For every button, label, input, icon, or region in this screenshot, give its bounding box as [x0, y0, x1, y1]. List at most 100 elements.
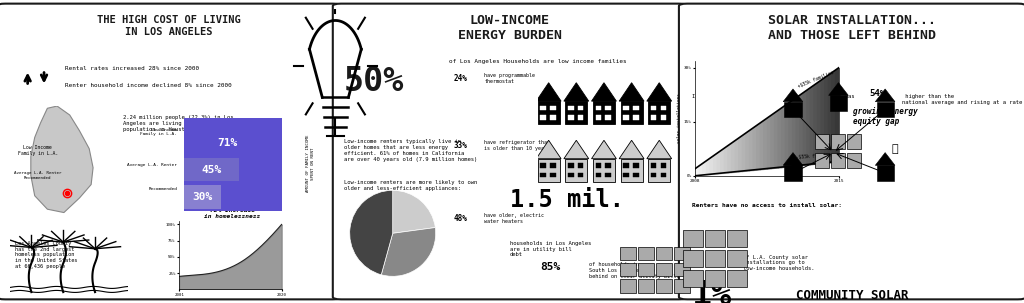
Bar [831, 153, 845, 168]
Bar [538, 159, 560, 182]
Bar [633, 172, 639, 177]
Bar [660, 115, 667, 120]
Bar [660, 106, 667, 110]
Bar [683, 270, 702, 287]
Bar [565, 159, 588, 182]
Bar [674, 263, 690, 276]
Bar [847, 134, 860, 149]
Bar [624, 163, 629, 168]
Polygon shape [783, 89, 803, 102]
Bar [815, 134, 828, 149]
Text: growing energy
equity gap: growing energy equity gap [853, 107, 918, 126]
Bar [550, 106, 556, 110]
Text: Low-income renters are more likely to own
older and less-efficient appliances:: Low-income renters are more likely to ow… [344, 180, 477, 191]
Bar [184, 131, 270, 154]
Bar [568, 163, 573, 168]
Text: Low Income
Family in L.A.: Low Income Family in L.A. [140, 128, 177, 136]
Bar [660, 163, 667, 168]
Polygon shape [592, 83, 616, 101]
Bar [624, 106, 629, 110]
Text: Renters have no access to install solar:: Renters have no access to install solar: [692, 203, 842, 208]
Bar [624, 172, 629, 177]
Bar [784, 102, 802, 117]
Polygon shape [537, 83, 561, 101]
Bar [651, 172, 656, 177]
Bar [705, 230, 725, 247]
Bar [638, 279, 654, 293]
Wedge shape [350, 190, 393, 275]
Bar [656, 247, 672, 260]
Bar [621, 159, 643, 182]
Text: of Los Angeles Households are low income families: of Los Angeles Households are low income… [449, 59, 626, 64]
Bar [674, 247, 690, 260]
Bar [621, 263, 636, 276]
Text: 54%: 54% [869, 89, 886, 98]
Bar [578, 115, 584, 120]
Y-axis label: solar installations: solar installations [677, 93, 681, 143]
Bar [815, 153, 828, 168]
Polygon shape [647, 140, 672, 159]
Bar [568, 172, 573, 177]
Bar [877, 102, 894, 117]
Bar [568, 106, 573, 110]
Bar [550, 172, 556, 177]
Polygon shape [876, 153, 895, 165]
Text: 72% Increase
in homelessness: 72% Increase in homelessness [205, 208, 260, 219]
Bar [593, 159, 615, 182]
Text: 33%: 33% [454, 141, 468, 150]
Bar [541, 115, 546, 120]
Text: of households in
South Los Angeles are
behind on their utility bills: of households in South Los Angeles are b… [589, 262, 680, 279]
Bar [605, 106, 611, 110]
Text: Low-income renters typically live in
older homes that are less energy
efficient.: Low-income renters typically live in old… [344, 139, 477, 162]
Text: higher than the
national average and rising at a rate of 6% annually: higher than the national average and ris… [902, 94, 1024, 105]
Bar [621, 247, 636, 260]
Bar [184, 158, 239, 181]
Text: Recommended: Recommended [148, 187, 177, 191]
Text: 2.24 million people (22.3%) in Los
Angeles are living in poverty - same
populati: 2.24 million people (22.3%) in Los Angel… [123, 115, 240, 132]
FancyBboxPatch shape [679, 4, 1024, 299]
Text: Average L.A. Renter: Average L.A. Renter [127, 163, 177, 167]
Polygon shape [828, 83, 848, 95]
Bar [184, 185, 221, 208]
Bar [578, 163, 584, 168]
Text: households in Los Angeles
are in utility bill
debt: households in Los Angeles are in utility… [510, 241, 591, 258]
Bar [541, 172, 546, 177]
Text: 85%: 85% [541, 262, 561, 272]
Bar [660, 172, 667, 177]
Text: In 2020 the cost of electricity in Los Angeles was: In 2020 the cost of electricity in Los A… [692, 94, 855, 99]
Polygon shape [31, 106, 93, 213]
Bar [705, 250, 725, 267]
Bar [624, 115, 629, 120]
Text: AMOUNT OF FAMILY INCOME
SPENT ON RENT: AMOUNT OF FAMILY INCOME SPENT ON RENT [306, 135, 314, 192]
Bar [648, 101, 671, 124]
Bar [638, 247, 654, 260]
Bar [621, 279, 636, 293]
Bar [877, 165, 894, 181]
Text: SOLAR INSTALLATION...
AND THOSE LEFT BEHIND: SOLAR INSTALLATION... AND THOSE LEFT BEH… [768, 14, 937, 42]
FancyBboxPatch shape [0, 4, 341, 299]
Text: COMMUNITY SOLAR: COMMUNITY SOLAR [797, 289, 908, 302]
Bar [674, 279, 690, 293]
Bar [596, 172, 601, 177]
Bar [633, 106, 639, 110]
Bar [605, 172, 611, 177]
Polygon shape [620, 83, 644, 101]
Polygon shape [564, 140, 589, 159]
Bar [550, 163, 556, 168]
Bar [683, 250, 702, 267]
Bar [596, 163, 601, 168]
Text: Low Income
Family in L.A.: Low Income Family in L.A. [17, 145, 57, 156]
Bar [683, 230, 702, 247]
Text: have refrigerator that
is older than 10 years: have refrigerator that is older than 10 … [484, 140, 550, 151]
Bar [638, 263, 654, 276]
Bar [605, 115, 611, 120]
Bar [568, 115, 573, 120]
Polygon shape [592, 140, 616, 159]
Bar [621, 101, 643, 124]
Bar [538, 101, 560, 124]
Bar [633, 115, 639, 120]
Bar [541, 106, 546, 110]
Text: 71%: 71% [217, 138, 238, 148]
Text: 1%: 1% [692, 279, 732, 303]
Bar [727, 270, 746, 287]
